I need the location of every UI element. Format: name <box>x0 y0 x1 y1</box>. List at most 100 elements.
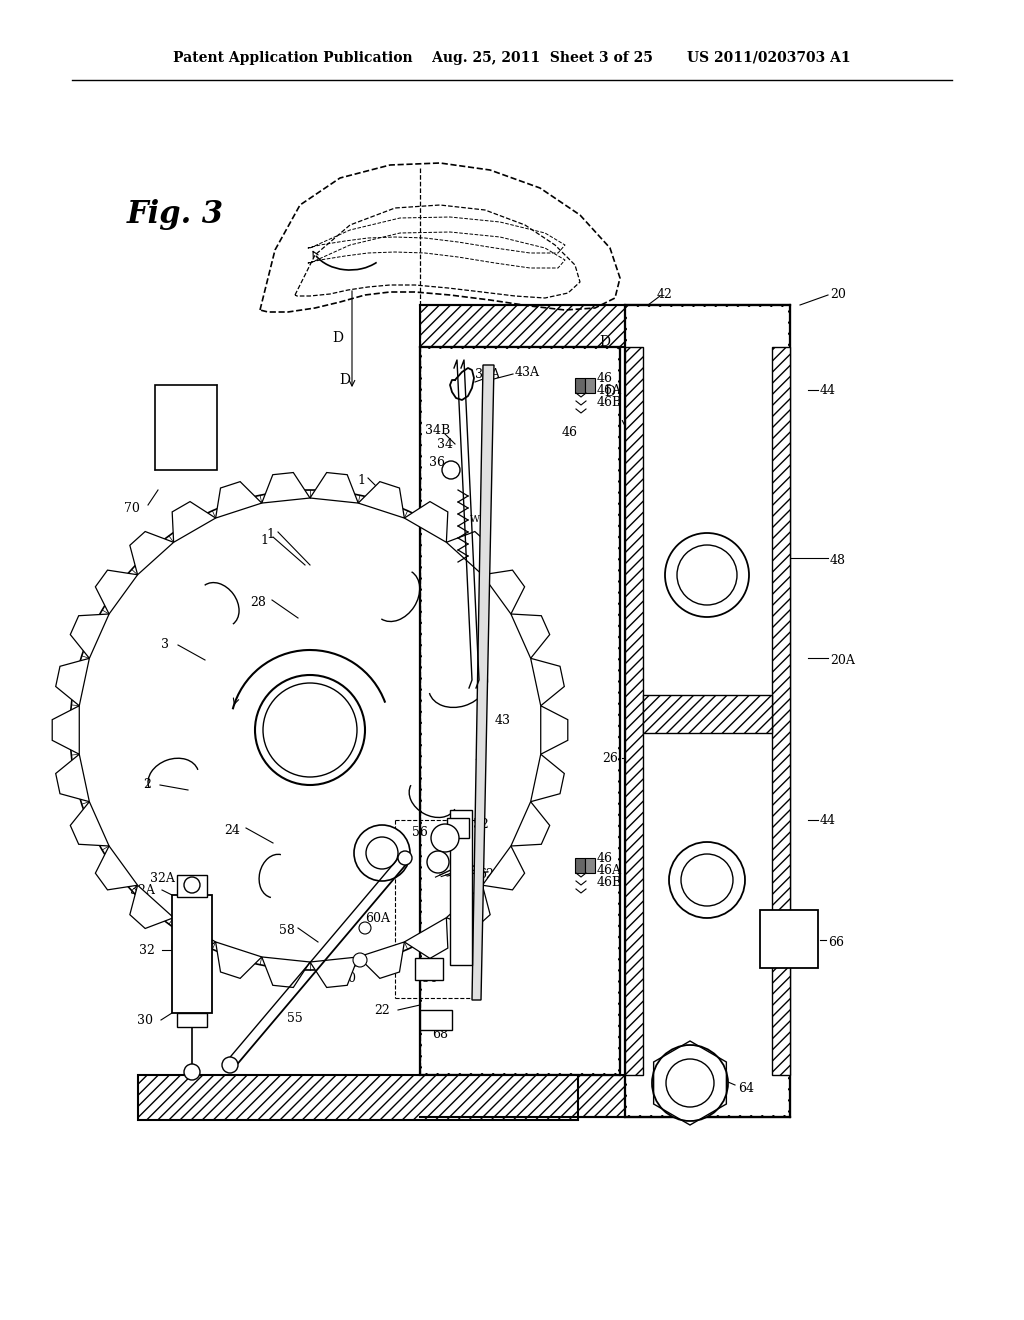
Bar <box>585 378 595 393</box>
Circle shape <box>398 851 412 865</box>
Bar <box>575 858 585 873</box>
Polygon shape <box>482 570 524 614</box>
Circle shape <box>263 682 357 777</box>
Text: 62: 62 <box>478 869 494 882</box>
Text: 66: 66 <box>828 936 844 949</box>
Text: 42: 42 <box>657 289 673 301</box>
Text: 56: 56 <box>412 825 428 838</box>
Polygon shape <box>446 886 490 928</box>
Text: W: W <box>470 516 480 524</box>
Text: 44: 44 <box>820 813 836 826</box>
Circle shape <box>184 1064 200 1080</box>
Text: 50: 50 <box>422 972 438 985</box>
Polygon shape <box>404 502 447 543</box>
Bar <box>625 305 790 1117</box>
Text: 58: 58 <box>280 924 295 936</box>
Bar <box>420 305 790 347</box>
Circle shape <box>54 474 566 986</box>
Text: 52: 52 <box>473 818 488 832</box>
Circle shape <box>669 842 745 917</box>
Circle shape <box>353 953 367 968</box>
Text: 70: 70 <box>124 502 140 515</box>
Text: 46: 46 <box>597 371 613 384</box>
Text: 1: 1 <box>260 533 268 546</box>
Text: 46B: 46B <box>597 875 623 888</box>
Text: Fig. 3: Fig. 3 <box>126 199 223 231</box>
Polygon shape <box>511 801 550 846</box>
Polygon shape <box>262 473 310 503</box>
Circle shape <box>442 461 460 479</box>
Text: 26: 26 <box>602 751 617 764</box>
Bar <box>172 895 212 1012</box>
Polygon shape <box>216 942 262 978</box>
Polygon shape <box>530 754 564 801</box>
Text: 28: 28 <box>250 595 266 609</box>
Bar <box>760 909 818 968</box>
Text: 20: 20 <box>830 289 846 301</box>
Bar <box>415 958 443 979</box>
Polygon shape <box>404 917 447 958</box>
Polygon shape <box>541 706 567 754</box>
Polygon shape <box>55 659 89 706</box>
Bar <box>420 1010 452 1030</box>
Polygon shape <box>55 754 89 801</box>
Polygon shape <box>95 846 137 890</box>
Polygon shape <box>472 366 494 1001</box>
Text: 3: 3 <box>161 639 169 652</box>
Polygon shape <box>95 570 137 614</box>
Polygon shape <box>446 532 490 574</box>
Circle shape <box>665 533 749 616</box>
Text: 24: 24 <box>224 824 240 837</box>
Text: 46: 46 <box>562 425 578 438</box>
Text: 46A: 46A <box>597 863 622 876</box>
Circle shape <box>652 1045 728 1121</box>
Polygon shape <box>52 706 79 754</box>
Text: 32A: 32A <box>151 871 175 884</box>
Text: D: D <box>599 335 610 348</box>
Text: 22: 22 <box>374 1003 390 1016</box>
Text: D: D <box>604 385 615 399</box>
Text: 64: 64 <box>738 1081 754 1094</box>
Text: 32: 32 <box>139 944 155 957</box>
Bar <box>420 1074 790 1117</box>
Polygon shape <box>172 917 216 958</box>
Bar <box>177 875 207 898</box>
Bar <box>447 818 469 838</box>
Polygon shape <box>482 846 524 890</box>
Text: 55: 55 <box>287 1011 303 1024</box>
Text: 34: 34 <box>437 438 453 451</box>
Polygon shape <box>71 801 110 846</box>
Polygon shape <box>310 473 358 503</box>
Text: 34A: 34A <box>475 368 501 381</box>
Circle shape <box>354 825 410 880</box>
Polygon shape <box>310 957 358 987</box>
Polygon shape <box>71 614 110 659</box>
Bar <box>138 1074 578 1119</box>
Bar <box>450 810 472 965</box>
Bar <box>422 348 618 1073</box>
Text: 68: 68 <box>432 1028 449 1041</box>
Circle shape <box>222 1057 238 1073</box>
Circle shape <box>255 675 365 785</box>
Bar <box>772 347 790 1074</box>
Text: D: D <box>333 331 343 345</box>
Circle shape <box>359 921 371 935</box>
Text: 48: 48 <box>830 553 846 566</box>
Polygon shape <box>172 502 216 543</box>
Circle shape <box>431 824 459 851</box>
Text: 20A: 20A <box>830 653 855 667</box>
Text: 60A: 60A <box>366 912 390 924</box>
Text: 1: 1 <box>266 528 274 541</box>
Text: 60: 60 <box>340 972 356 985</box>
Bar <box>627 308 788 1115</box>
Bar <box>585 858 595 873</box>
Polygon shape <box>511 614 550 659</box>
Text: 43: 43 <box>495 714 511 726</box>
Text: 36: 36 <box>429 455 445 469</box>
Polygon shape <box>130 886 174 928</box>
Text: 44: 44 <box>820 384 836 396</box>
Polygon shape <box>216 482 262 517</box>
Bar <box>575 378 585 393</box>
Text: D: D <box>339 374 350 387</box>
Polygon shape <box>262 957 310 987</box>
